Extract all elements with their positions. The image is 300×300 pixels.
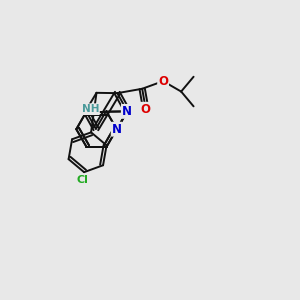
Text: Cl: Cl — [77, 175, 88, 184]
Text: O: O — [141, 103, 151, 116]
Text: NH: NH — [82, 104, 99, 114]
Text: O: O — [158, 75, 168, 88]
Text: N: N — [122, 105, 132, 118]
Text: N: N — [112, 123, 122, 136]
